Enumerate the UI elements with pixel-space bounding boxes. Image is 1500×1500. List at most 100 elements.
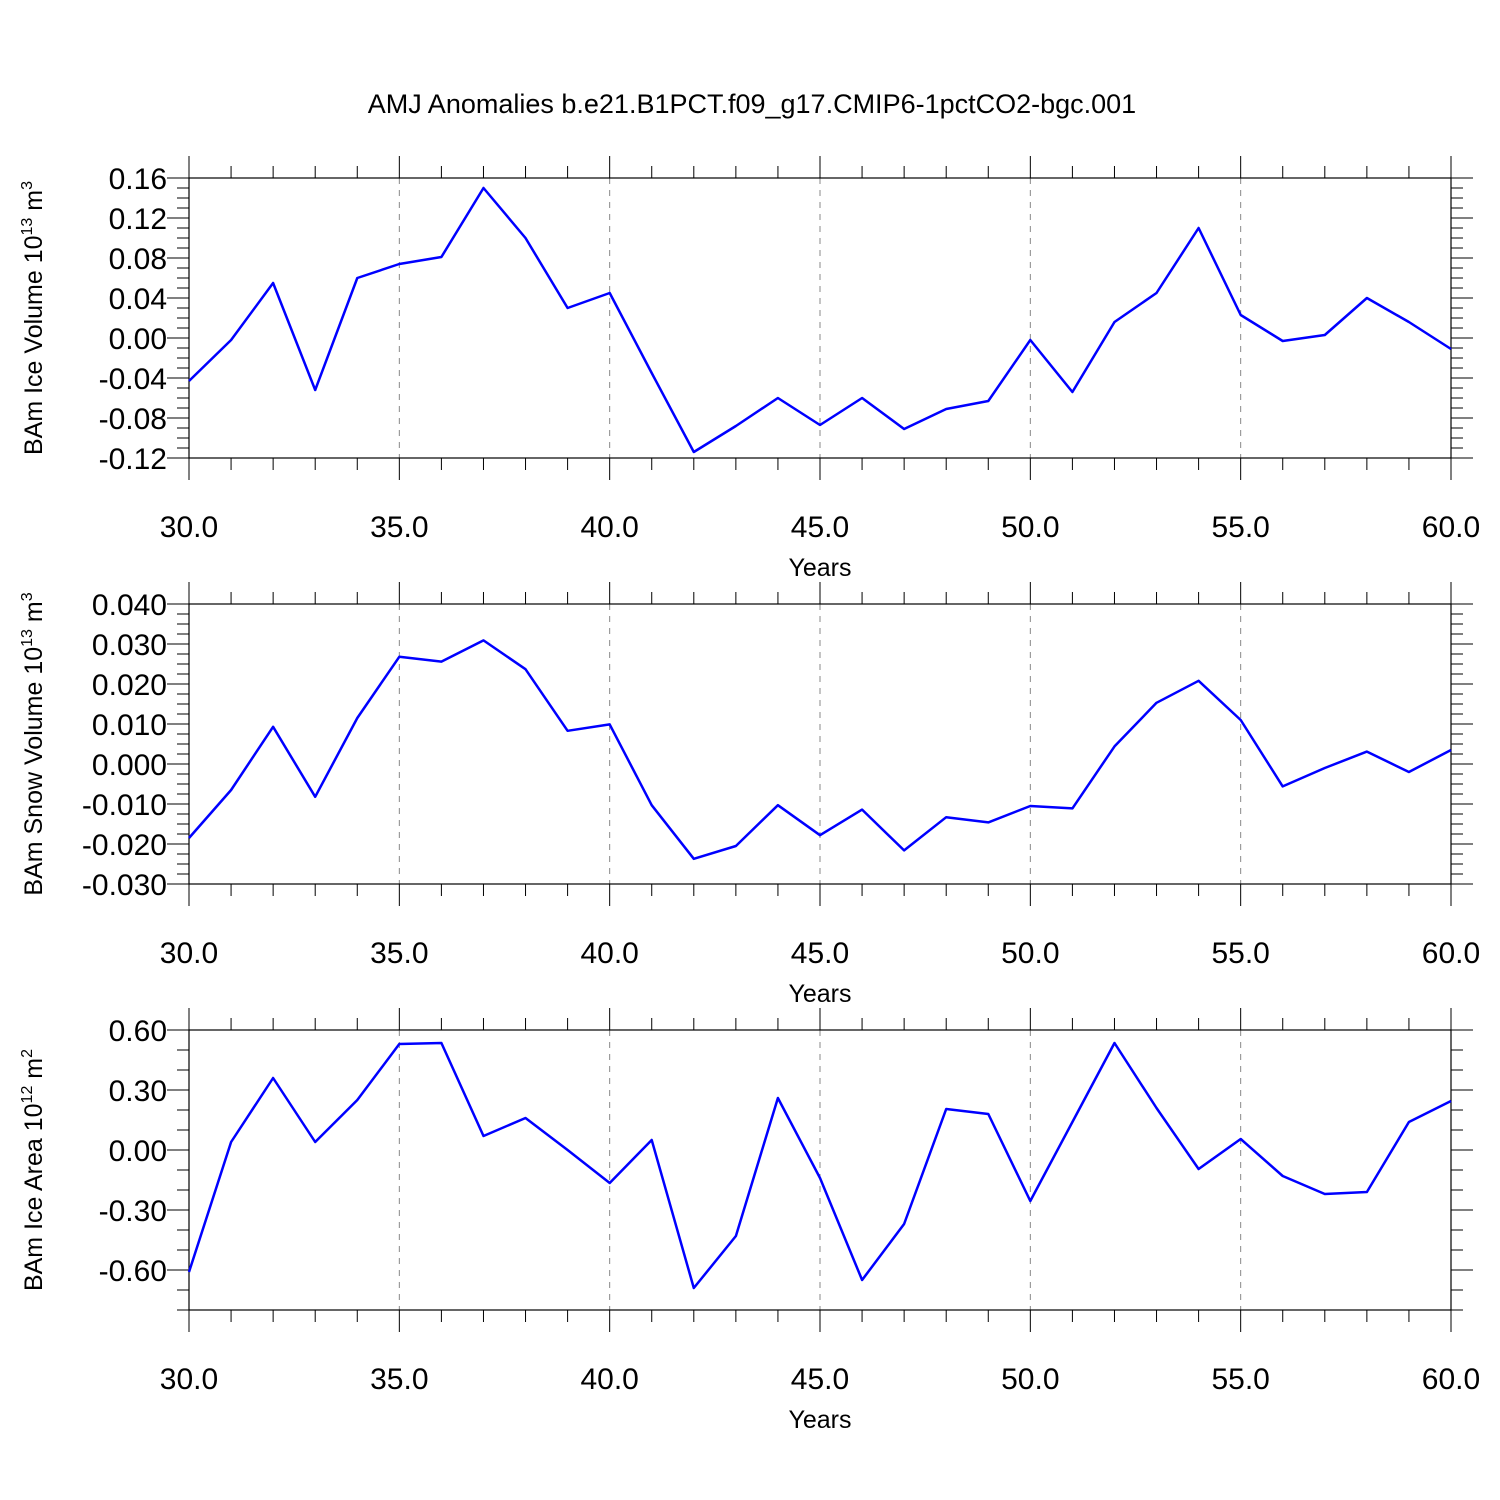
y-tick-label: 0.020	[92, 669, 167, 702]
x-tick-label: 50.0	[1001, 1363, 1059, 1396]
data-point	[1070, 1120, 1074, 1124]
x-tick-label: 30.0	[160, 1363, 218, 1396]
data-point	[1155, 291, 1159, 295]
data-point	[650, 371, 654, 375]
data-point	[187, 836, 191, 840]
data-point	[860, 808, 864, 812]
x-tick-label: 55.0	[1211, 1363, 1269, 1396]
x-tick-label: 50.0	[1001, 937, 1059, 970]
data-point	[1407, 770, 1411, 774]
x-tick-label: 30.0	[160, 511, 218, 544]
data-point	[818, 423, 822, 427]
chart-title: AMJ Anomalies b.e21.B1PCT.f09_g17.CMIP6-…	[368, 89, 1136, 119]
data-point	[776, 803, 780, 807]
y-tick-label: 0.16	[109, 163, 167, 196]
data-point	[1197, 679, 1201, 683]
x-tick-label: 35.0	[370, 511, 428, 544]
data-point	[608, 1181, 612, 1185]
data-point	[439, 1041, 443, 1045]
data-point	[818, 833, 822, 837]
data-point	[944, 1107, 948, 1111]
y-tick-label: 0.12	[109, 203, 167, 236]
y-tick-label: 0.00	[109, 323, 167, 356]
data-point	[439, 660, 443, 664]
data-point	[692, 450, 696, 454]
data-point	[271, 1076, 275, 1080]
data-point	[271, 725, 275, 729]
data-point	[1070, 390, 1074, 394]
data-point	[692, 857, 696, 861]
x-tick-label: 60.0	[1422, 1363, 1480, 1396]
data-point	[776, 396, 780, 400]
data-point	[1449, 748, 1453, 752]
data-point	[1449, 347, 1453, 351]
y-tick-label: -0.60	[99, 1255, 167, 1288]
data-point	[944, 815, 948, 819]
x-tick-label: 40.0	[580, 937, 638, 970]
data-point	[439, 255, 443, 259]
data-point	[481, 638, 485, 642]
data-point	[524, 667, 528, 671]
x-tick-label: 55.0	[1211, 937, 1269, 970]
panel-3: 30.0 35.0 40.0 45.0 50.0 55.0 60.0 Years 0.60 0.3…	[19, 1008, 1480, 1434]
y-tick-label: 0.00	[109, 1135, 167, 1168]
x-tick-label: 60.0	[1422, 937, 1480, 970]
data-point	[1239, 313, 1243, 317]
data-point	[566, 306, 570, 310]
data-point	[1112, 744, 1116, 748]
data-point	[313, 795, 317, 799]
data-point	[1449, 1099, 1453, 1103]
data-point	[1197, 1167, 1201, 1171]
data-point	[1028, 1199, 1032, 1203]
series-line	[188, 639, 1452, 861]
data-point	[1155, 1106, 1159, 1110]
data-point	[481, 1134, 485, 1138]
y-axis-title: BAm Snow Volume 1013 m3	[19, 592, 48, 895]
series-line	[188, 186, 1452, 454]
y-tick-label: -0.010	[82, 789, 167, 822]
x-tick-label: 50.0	[1001, 511, 1059, 544]
data-point	[481, 186, 485, 190]
data-point	[1112, 320, 1116, 324]
y-tick-label: 0.010	[92, 709, 167, 742]
y-tick-label: 0.030	[92, 629, 167, 662]
y-tick-label: 0.08	[109, 243, 167, 276]
data-point	[355, 1098, 359, 1102]
y-tick-label: -0.04	[99, 363, 167, 396]
x-axis-title: Years	[788, 980, 851, 1008]
data-point	[397, 1042, 401, 1046]
data-point	[860, 396, 864, 400]
y-tick-label: -0.08	[99, 403, 167, 436]
data-point	[1365, 296, 1369, 300]
data-point	[1281, 339, 1285, 343]
data-point	[1323, 1192, 1327, 1196]
data-point	[313, 388, 317, 392]
data-point	[818, 1176, 822, 1180]
data-point	[187, 1270, 191, 1274]
series-line	[187, 1041, 1452, 1290]
y-tick-label: 0.30	[109, 1075, 167, 1108]
x-axis-title: Years	[788, 1406, 851, 1434]
data-point	[355, 716, 359, 720]
data-point	[1281, 1174, 1285, 1178]
data-point	[986, 1112, 990, 1116]
data-point	[1281, 784, 1285, 788]
data-point	[608, 722, 612, 726]
y-tick-label: 0.040	[92, 589, 167, 622]
x-tick-label: 55.0	[1211, 511, 1269, 544]
data-point	[692, 1286, 696, 1290]
data-point	[229, 1140, 233, 1144]
panel-1: 30.0 35.0 40.0 45.0 50.0 55.0 60.0 Years 0.16 0.1…	[19, 156, 1480, 582]
data-point	[734, 1234, 738, 1238]
data-point	[229, 338, 233, 342]
y-tick-label: -0.30	[99, 1195, 167, 1228]
data-point	[1323, 766, 1327, 770]
data-point	[229, 788, 233, 792]
x-tick-label: 45.0	[791, 937, 849, 970]
y-axis-title: BAm Ice Area 1012 m2	[19, 1049, 48, 1291]
data-point	[1239, 718, 1243, 722]
x-tick-label: 35.0	[370, 1363, 428, 1396]
data-point	[524, 1116, 528, 1120]
data-point	[650, 803, 654, 807]
